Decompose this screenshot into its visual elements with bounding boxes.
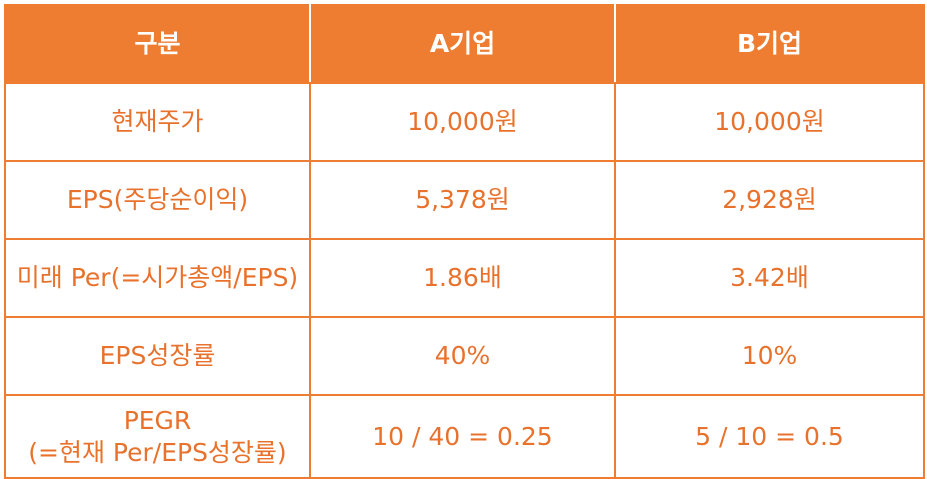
table-row-future-per: 미래 Per(=시가총액/EPS) 1.86배 3.42배 xyxy=(4,238,925,318)
cell-b-future-per: 3.42배 xyxy=(614,238,925,318)
cell-b-eps-growth: 10% xyxy=(614,316,925,396)
cell-a-eps-growth: 40% xyxy=(309,316,616,396)
row-label-future-per: 미래 Per(=시가총액/EPS) xyxy=(4,238,311,318)
row-label-text: 현재주가 xyxy=(111,107,204,136)
cell-b-current-price: 10,000원 xyxy=(614,82,925,162)
cell-a-future-per: 1.86배 xyxy=(309,238,616,318)
row-label-text: 미래 Per(=시가총액/EPS) xyxy=(16,263,299,292)
row-label-current-price: 현재주가 xyxy=(4,82,311,162)
cell-a-pegr: 10 / 40 = 0.25 xyxy=(309,394,616,479)
table-row-eps-growth: EPS성장률 40% 10% xyxy=(4,316,925,396)
row-label-eps: EPS(주당순이익) xyxy=(4,160,311,240)
table-row-eps: EPS(주당순이익) 5,378원 2,928원 xyxy=(4,160,925,240)
cell-a-current-price: 10,000원 xyxy=(309,82,616,162)
row-label-eps-growth: EPS성장률 xyxy=(4,316,311,396)
row-label-pegr: PEGR (=현재 Per/EPS성장률) xyxy=(4,394,311,479)
cell-b-pegr: 5 / 10 = 0.5 xyxy=(614,394,925,479)
header-category: 구분 xyxy=(4,4,311,84)
table-header-row: 구분 A기업 B기업 xyxy=(4,4,925,84)
cell-a-eps: 5,378원 xyxy=(309,160,616,240)
row-label-subtext: (=현재 Per/EPS성장률) xyxy=(28,437,287,467)
header-company-b: B기업 xyxy=(614,4,925,84)
row-label-text: EPS성장률 xyxy=(99,341,216,370)
pegr-comparison-table: 구분 A기업 B기업 현재주가 10,000원 10,000원 EPS(주당순이… xyxy=(4,4,925,479)
row-label-text: PEGR xyxy=(123,405,192,435)
header-company-a: A기업 xyxy=(309,4,616,84)
comparison-table-container: 구분 A기업 B기업 현재주가 10,000원 10,000원 EPS(주당순이… xyxy=(4,4,925,479)
row-label-text: EPS(주당순이익) xyxy=(66,185,249,214)
cell-b-eps: 2,928원 xyxy=(614,160,925,240)
table-row-pegr: PEGR (=현재 Per/EPS성장률) 10 / 40 = 0.25 5 /… xyxy=(4,394,925,479)
table-row-current-price: 현재주가 10,000원 10,000원 xyxy=(4,82,925,162)
